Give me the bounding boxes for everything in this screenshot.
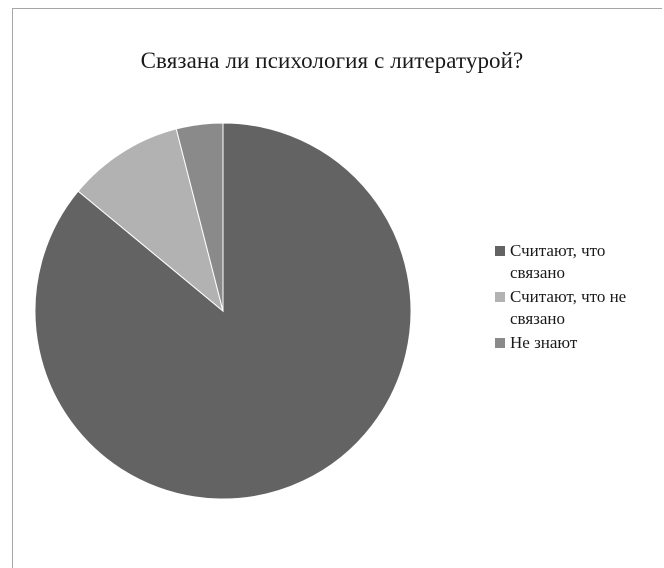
legend-item-unknown: Не знают [493,332,663,354]
chart-frame [12,8,662,568]
legend: Считают, что связано Считают, что не свя… [493,240,663,354]
pie-slice-disagree [77,128,224,313]
pie-slices [34,122,412,500]
legend-swatch-agree [495,246,505,256]
chart-title: Связана ли психология с литературой? [140,48,524,73]
legend-swatch-unknown [495,338,505,348]
legend-item-agree: Считают, что связано [493,240,663,284]
legend-item-disagree: Считают, что не связано [493,286,663,330]
pie-slice-unknown [175,122,224,312]
legend-label-disagree: Считают, что не связано [510,287,627,328]
legend-swatch-disagree [495,292,505,302]
legend-label-agree: Считают, что связано [510,241,606,282]
legend-label-unknown: Не знают [510,333,578,352]
